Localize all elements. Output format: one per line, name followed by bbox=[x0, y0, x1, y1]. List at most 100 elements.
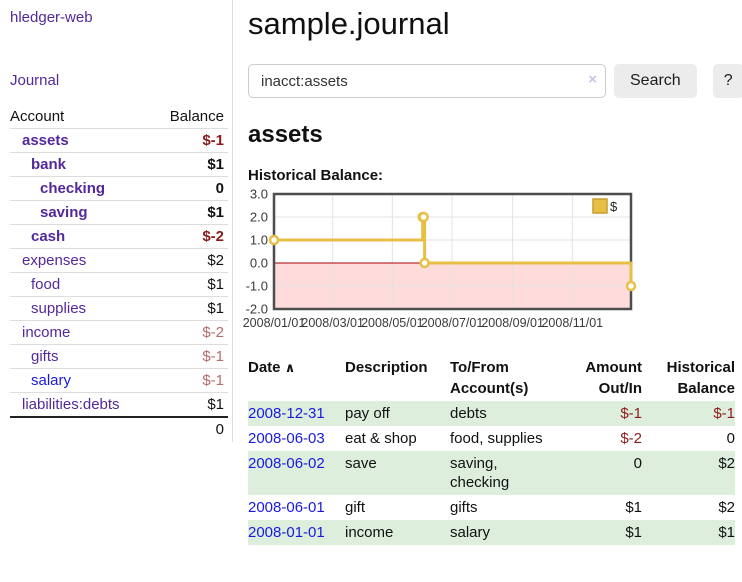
sidebar-account-supplies[interactable]: supplies bbox=[31, 300, 87, 317]
chart-canvas: $3.0 2.0 1.0 0.0 -1.0 -2.02008/01/012008/03/0… bbox=[243, 187, 637, 330]
help-button[interactable]: ? bbox=[712, 64, 742, 98]
sidebar-account-row: supplies $1 bbox=[10, 296, 228, 320]
search-input-wrap: × bbox=[248, 64, 606, 98]
sidebar-account-row: income $-2 bbox=[10, 320, 228, 344]
sidebar-account-liabilities-debts[interactable]: liabilities:debts bbox=[22, 396, 120, 413]
sidebar-account-food[interactable]: food bbox=[31, 276, 61, 293]
sidebar-account-checking[interactable]: checking bbox=[40, 180, 106, 197]
register-header-amount: Amount Out/In bbox=[585, 359, 642, 397]
register-cell-accounts: food, supplies bbox=[450, 430, 543, 447]
sidebar-account-gifts[interactable]: gifts bbox=[31, 348, 59, 365]
chart-title: Historical Balance: bbox=[248, 167, 384, 184]
register-cell-accounts: saving, checking bbox=[450, 455, 510, 491]
nav-journal-link[interactable]: Journal bbox=[10, 72, 60, 89]
accounts-tree: Account Balance assets $-1 bank $1 check… bbox=[10, 104, 228, 440]
sidebar-account-balance: $1 bbox=[207, 396, 224, 413]
sidebar-account-balance: $-1 bbox=[202, 372, 224, 389]
sidebar-account-row: liabilities:debts $1 bbox=[10, 392, 228, 416]
svg-text:3.0: 3.0 bbox=[250, 187, 268, 202]
svg-text:2008/03/01: 2008/03/01 bbox=[301, 316, 364, 330]
chart-legend: $ bbox=[592, 198, 618, 214]
register-table: Date ∧ Description To/From Account(s) Am… bbox=[248, 355, 735, 545]
register-cell-date: 2008-06-01 bbox=[248, 495, 345, 520]
register-row: 2008-06-02 save saving, checking 0 $2 bbox=[248, 451, 735, 495]
sidebar-account-income[interactable]: income bbox=[22, 324, 71, 341]
register-cell-amount: $-2 bbox=[620, 430, 642, 447]
svg-text:-1.0: -1.0 bbox=[246, 279, 268, 294]
transaction-date-link[interactable]: 2008-06-02 bbox=[248, 455, 325, 472]
register-header-balance: Historical Balance bbox=[666, 359, 735, 397]
sidebar-account-assets[interactable]: assets bbox=[22, 132, 69, 149]
sidebar-account-row: cash $-2 bbox=[10, 224, 228, 248]
register-cell-date: 2008-12-31 bbox=[248, 401, 345, 426]
sidebar-account-salary[interactable]: salary bbox=[31, 372, 72, 389]
page-title: sample.journal bbox=[248, 6, 450, 41]
register-cell-description: pay off bbox=[345, 405, 390, 422]
register-header-row: Date ∧ Description To/From Account(s) Am… bbox=[248, 355, 735, 401]
sidebar-account-balance: $-2 bbox=[202, 324, 224, 341]
register-row: 2008-06-03 eat & shop food, supplies $-2… bbox=[248, 426, 735, 451]
sidebar: hledger-web Journal Account Balance asse… bbox=[0, 0, 233, 442]
register-cell-balance: $1 bbox=[718, 524, 735, 541]
register-cell-accounts: debts bbox=[450, 405, 487, 422]
sidebar-account-balance: $-1 bbox=[202, 132, 224, 149]
svg-text:1.0: 1.0 bbox=[250, 233, 268, 248]
accounts-header-account: Account bbox=[10, 107, 65, 125]
register-row: 2008-01-01 income salary $1 $1 bbox=[248, 520, 735, 545]
account-heading: assets bbox=[248, 121, 323, 148]
register-cell-amount: 0 bbox=[633, 455, 642, 472]
sidebar-account-balance: $1 bbox=[207, 300, 224, 317]
search-button[interactable]: Search bbox=[614, 64, 697, 98]
register-cell-description: save bbox=[345, 455, 377, 472]
register-cell-balance: $2 bbox=[718, 499, 735, 516]
sidebar-account-expenses[interactable]: expenses bbox=[22, 252, 87, 269]
register-cell-amount: $1 bbox=[625, 524, 642, 541]
sidebar-account-balance: $2 bbox=[207, 252, 224, 269]
app-title-link[interactable]: hledger-web bbox=[10, 9, 93, 26]
transaction-date-link[interactable]: 2008-01-01 bbox=[248, 524, 325, 541]
register-cell-amount: $-1 bbox=[620, 405, 642, 422]
register-cell-accounts: salary bbox=[450, 524, 491, 541]
sidebar-account-row: checking 0 bbox=[10, 176, 228, 200]
search-input[interactable] bbox=[248, 64, 606, 98]
svg-text:2008/07/01: 2008/07/01 bbox=[421, 316, 484, 330]
transaction-date-link[interactable]: 2008-12-31 bbox=[248, 405, 325, 422]
sidebar-account-balance: $1 bbox=[207, 156, 224, 173]
register-cell-accounts: gifts bbox=[450, 499, 478, 516]
sidebar-account-balance: $1 bbox=[207, 204, 224, 221]
sidebar-account-row: expenses $2 bbox=[10, 248, 228, 272]
sort-ascending-icon: ∧ bbox=[284, 360, 296, 375]
sidebar-account-saving[interactable]: saving bbox=[40, 204, 88, 221]
register-header-date[interactable]: Date ∧ bbox=[248, 355, 345, 401]
sidebar-account-row: gifts $-1 bbox=[10, 344, 228, 368]
register-cell-description: income bbox=[345, 524, 394, 541]
svg-text:$: $ bbox=[610, 199, 618, 214]
register-row: 2008-06-01 gift gifts $1 $2 bbox=[248, 495, 735, 520]
register-header-description: Description bbox=[345, 359, 428, 376]
sidebar-account-row: assets $-1 bbox=[10, 128, 228, 152]
svg-text:0.0: 0.0 bbox=[250, 256, 268, 271]
sidebar-account-row: bank $1 bbox=[10, 152, 228, 176]
register-cell-balance: 0 bbox=[726, 430, 735, 447]
register-cell-balance: $2 bbox=[718, 455, 735, 472]
sidebar-account-balance: $-1 bbox=[202, 348, 224, 365]
register-header-date-label: Date bbox=[248, 359, 281, 376]
accounts-total-row: 0 bbox=[10, 416, 228, 440]
main-content: sample.journal × Search ? assets Histori… bbox=[243, 0, 742, 545]
sidebar-account-bank[interactable]: bank bbox=[31, 156, 67, 173]
accounts-list: assets $-1 bank $1 checking 0 saving $1 … bbox=[10, 128, 228, 416]
sidebar-account-cash[interactable]: cash bbox=[31, 228, 66, 245]
register-cell-balance: $-1 bbox=[713, 405, 735, 422]
register-cell-date: 2008-06-02 bbox=[248, 451, 345, 495]
accounts-header: Account Balance bbox=[10, 104, 228, 128]
register-cell-date: 2008-06-03 bbox=[248, 426, 345, 451]
transaction-date-link[interactable]: 2008-06-03 bbox=[248, 430, 325, 447]
svg-text:2008/11/01: 2008/11/01 bbox=[541, 316, 603, 330]
sidebar-account-row: food $1 bbox=[10, 272, 228, 296]
register-cell-date: 2008-01-01 bbox=[248, 520, 345, 545]
transaction-date-link[interactable]: 2008-06-01 bbox=[248, 499, 325, 516]
register-cell-description: gift bbox=[345, 499, 366, 516]
sidebar-account-row: saving $1 bbox=[10, 200, 228, 224]
clear-search-icon[interactable]: × bbox=[588, 71, 597, 88]
